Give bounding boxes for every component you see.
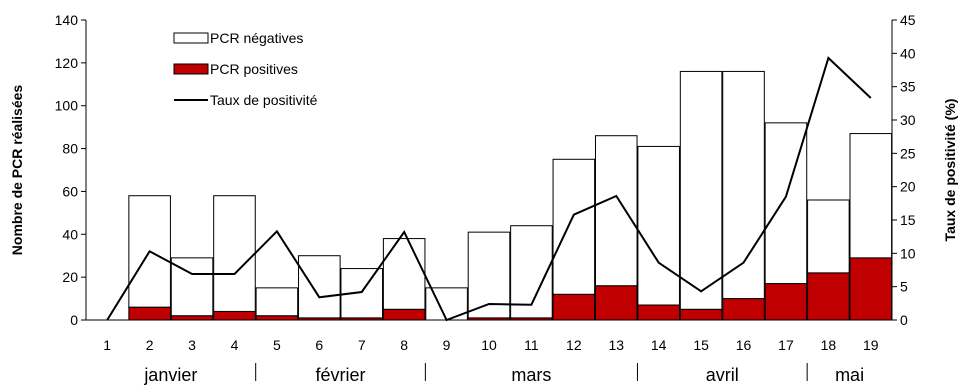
month-label: mars — [511, 365, 551, 385]
bar-negatives-5 — [255, 287, 299, 317]
bar-positives-4 — [213, 310, 256, 321]
bar-positives-5 — [255, 315, 299, 321]
bar-positives-18 — [807, 272, 850, 321]
y-tick-label: 40 — [62, 226, 78, 242]
y-tick-label: 140 — [55, 12, 79, 28]
bar-negatives-14 — [637, 145, 680, 306]
x-tick-label: 18 — [821, 337, 837, 353]
legend-label-positives: PCR positives — [210, 61, 298, 77]
rate-line — [106, 56, 872, 322]
x-tick-label: 11 — [524, 337, 539, 353]
month-label: avril — [706, 365, 739, 385]
x-tick-label: 17 — [778, 337, 794, 353]
bar-positives-8 — [382, 308, 426, 321]
y-tick-label: 100 — [55, 98, 79, 114]
legend-swatch-negatives — [173, 32, 209, 44]
bar-positives-3 — [170, 315, 214, 321]
legend-label-negatives: PCR négatives — [210, 30, 303, 46]
bar-negatives-19 — [849, 133, 893, 259]
legend-swatch-positives — [173, 63, 209, 75]
y2-tick-label: 20 — [900, 179, 916, 195]
x-tick-label: 12 — [566, 337, 582, 353]
month-label: février — [316, 365, 366, 385]
x-tick-label: 19 — [863, 337, 879, 353]
y2-tick-label: 5 — [900, 279, 908, 295]
x-tick-label: 8 — [400, 337, 408, 353]
bar-positives-13 — [594, 285, 638, 321]
bar-negatives-13 — [594, 135, 638, 287]
x-tick-label: 14 — [651, 337, 667, 353]
bars-layer — [128, 70, 893, 321]
y2-tick-label: 0 — [900, 312, 908, 328]
y-tick-label: 120 — [55, 55, 79, 71]
y2-tick-label: 30 — [900, 112, 916, 128]
x-tick-label: 9 — [443, 337, 451, 353]
bar-negatives-18 — [807, 199, 850, 274]
bar-negatives-15 — [679, 70, 723, 310]
bar-negatives-8 — [382, 238, 426, 310]
bar-positives-12 — [552, 293, 596, 321]
y-tick-label: 60 — [62, 183, 78, 199]
x-tick-label: 7 — [358, 337, 366, 353]
bar-negatives-12 — [552, 158, 596, 295]
y-tick-label: 20 — [62, 269, 78, 285]
x-tick-label: 2 — [146, 337, 154, 353]
y2-tick-label: 25 — [900, 145, 916, 161]
x-tick-label: 3 — [188, 337, 196, 353]
month-label: mai — [835, 365, 864, 385]
x-tick-label: 6 — [315, 337, 323, 353]
x-tick-label: 10 — [481, 337, 497, 353]
bar-positives-17 — [764, 283, 808, 321]
x-tick-label: 16 — [736, 337, 752, 353]
y-tick-label: 0 — [70, 312, 78, 328]
y2-tick-label: 45 — [900, 12, 916, 28]
bar-negatives-6 — [298, 255, 341, 319]
legend-label-rate: Taux de positivité — [210, 92, 318, 108]
bar-negatives-16 — [722, 70, 765, 300]
axes-layer — [85, 20, 893, 321]
y2-tick-label: 40 — [900, 45, 916, 61]
x-tick-label: 4 — [231, 337, 239, 353]
y2-tick-label: 35 — [900, 79, 916, 95]
x-tick-label: 5 — [273, 337, 281, 353]
y-axis-label: Nombre de PCR réalisées — [9, 85, 25, 256]
y2-axis-label: Taux de positivité (%) — [942, 99, 958, 242]
y2-tick-label: 10 — [900, 245, 916, 261]
y-tick-label: 80 — [62, 141, 78, 157]
x-tick-label: 15 — [693, 337, 709, 353]
bar-positives-15 — [679, 308, 723, 321]
y2-tick-label: 15 — [900, 212, 916, 228]
bar-positives-19 — [849, 257, 893, 321]
month-label: janvier — [143, 365, 197, 385]
x-tick-label: 13 — [608, 337, 624, 353]
x-tick-label: 1 — [103, 337, 111, 353]
bar-positives-2 — [128, 306, 171, 321]
bar-positives-16 — [722, 298, 765, 321]
legend: PCR négatives PCR positives Taux de posi… — [173, 30, 318, 108]
bar-negatives-4 — [213, 195, 256, 312]
bar-positives-14 — [637, 304, 680, 321]
rate-line-layer — [106, 56, 872, 322]
